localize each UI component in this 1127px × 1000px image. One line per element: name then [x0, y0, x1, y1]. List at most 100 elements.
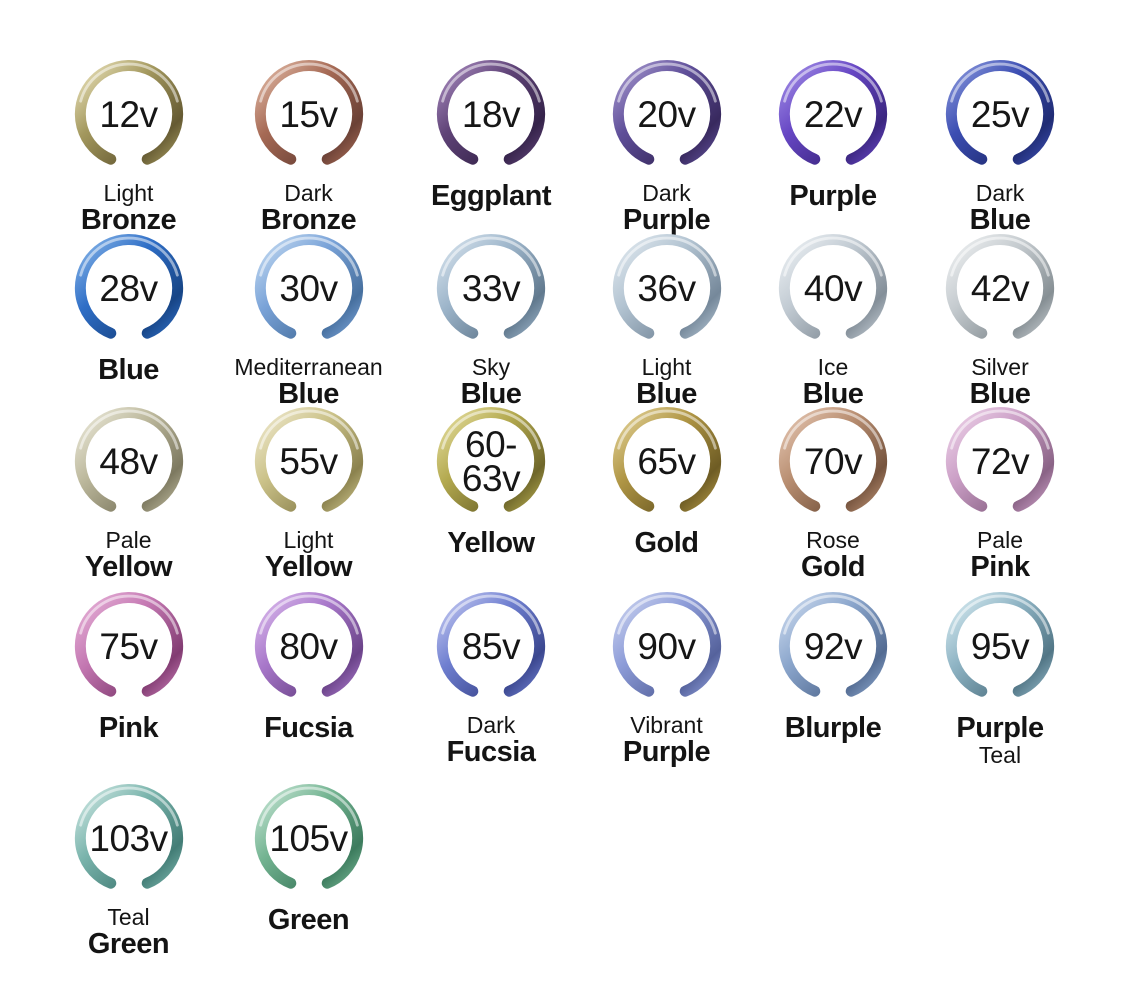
captive-ring-graphic [945, 407, 1055, 512]
voltage-label: 48v [67, 401, 191, 525]
color-name-label: Teal Green [88, 905, 170, 959]
voltage-label-line: 65v [637, 440, 696, 482]
color-name-label: Mediterranean Blue [234, 355, 382, 409]
ring-wrap: 30v [247, 228, 371, 352]
color-name-qualifier: Light [283, 527, 334, 553]
ring-item-25v: 25v Dark Blue [915, 54, 1127, 235]
voltage-label: 70v [771, 401, 895, 525]
ring-item-30v: 30v Mediterranean Blue [217, 228, 400, 409]
color-name-label: Green [268, 905, 350, 935]
voltage-label-line: 40v [803, 267, 863, 309]
ring-wrap: 28v [67, 228, 191, 352]
color-name-qualifier: Light [103, 180, 154, 206]
color-name-label: Pale Yellow [84, 528, 173, 583]
ring-wrap: 72v [938, 401, 1062, 525]
color-name-main: Purple [622, 736, 711, 768]
color-name-main: Purple [956, 712, 1044, 744]
ring-wrap: 65v [605, 401, 729, 525]
captive-ring-graphic [254, 592, 363, 697]
ring-wrap: 60- 63v [429, 401, 553, 525]
color-name-qualifier: Dark [975, 180, 1025, 206]
color-name-qualifier: Pale [976, 527, 1024, 553]
ring-wrap: 20v [605, 54, 729, 178]
captive-ring-graphic [612, 234, 721, 339]
voltage-label-line: 33v [461, 267, 521, 309]
ring-item-95v: 95v Purple Teal [915, 586, 1127, 778]
captive-ring-graphic [436, 407, 546, 512]
color-name-qualifier: Rose [806, 527, 860, 553]
voltage-label: 105v [247, 778, 371, 902]
captive-ring-graphic [74, 784, 183, 889]
voltage-label: 12v [67, 54, 191, 178]
voltage-label: 33v [429, 228, 553, 352]
color-name-main: Blue [636, 378, 697, 410]
color-name-main: Blue [460, 378, 522, 410]
color-name-label: Fucsia [264, 713, 353, 743]
voltage-label: 40v [771, 228, 895, 352]
ring-item-60-63v: 60- 63v Yellow [400, 401, 582, 586]
ring-wrap: 18v [429, 54, 553, 178]
voltage-label: 95v [938, 586, 1062, 710]
voltage-label: 60- 63v [429, 401, 553, 525]
color-name-main: Pink [98, 712, 159, 744]
captive-ring-graphic [74, 234, 183, 339]
voltage-label-line: 28v [99, 267, 158, 309]
ring-grid: 12v Light Bronze 15v Dark Bronze 18v Eggplant 20… [0, 54, 1127, 959]
voltage-label-line: 75v [99, 625, 158, 667]
captive-ring-graphic [778, 592, 888, 697]
ring-item-70v: 70v Rose Gold [751, 401, 915, 586]
color-name-qualifier: Sky [471, 354, 511, 380]
voltage-label-line: 55v [279, 440, 338, 482]
voltage-label: 75v [67, 586, 191, 710]
color-name-main: Purple [789, 180, 877, 212]
ring-wrap: 25v [938, 54, 1062, 178]
ring-wrap: 80v [247, 586, 371, 710]
voltage-label-line: 80v [279, 625, 338, 667]
ring-item-55v: 55v Light Yellow [217, 401, 400, 586]
ring-wrap: 36v [605, 228, 729, 352]
captive-ring-graphic [778, 60, 888, 165]
ring-item-105v: 105v Green [217, 778, 400, 959]
color-name-label: Purple Teal [956, 712, 1044, 767]
voltage-label-line: 48v [99, 440, 158, 482]
ring-item-12v: 12v Light Bronze [0, 54, 217, 235]
captive-ring-graphic [254, 60, 363, 165]
voltage-label-line: 36v [637, 267, 696, 309]
color-name-qualifier: Vibrant [630, 712, 703, 738]
color-name-label: Blue [98, 355, 159, 385]
ring-item-36v: 36v Light Blue [582, 228, 751, 409]
voltage-label: 65v [605, 401, 729, 525]
ring-item-28v: 28v Blue [0, 228, 217, 401]
color-name-main: Purple [622, 204, 711, 236]
voltage-label: 28v [67, 228, 191, 352]
ring-item-40v: 40v Ice Blue [751, 228, 915, 409]
voltage-label-line: 30v [279, 267, 338, 309]
voltage-label-line: 72v [970, 440, 1030, 482]
voltage-label-line: 22v [803, 93, 863, 135]
color-name-main: Bronze [80, 204, 177, 236]
captive-ring-graphic [436, 234, 546, 339]
captive-ring-graphic [254, 407, 363, 512]
voltage-label-line: 18v [461, 93, 521, 135]
voltage-label: 18v [429, 54, 553, 178]
color-name-label: Dark Fucsia [447, 713, 536, 767]
ring-item-65v: 65v Gold [582, 401, 751, 586]
color-name-label: Sky Blue [461, 355, 522, 409]
voltage-label: 25v [938, 54, 1062, 178]
ring-item-18v: 18v Eggplant [400, 54, 582, 228]
ring-item-90v: 90v Vibrant Purple [582, 586, 751, 778]
color-name-main: Pink [970, 551, 1030, 583]
ring-wrap: 15v [247, 54, 371, 178]
color-name-main: Yellow [84, 551, 173, 583]
ring-item-33v: 33v Sky Blue [400, 228, 582, 409]
voltage-label-line: 103v [89, 817, 168, 859]
voltage-label: 22v [771, 54, 895, 178]
ring-wrap: 90v [605, 586, 729, 710]
color-name-label: Rose Gold [801, 527, 866, 582]
color-name-label: Light Bronze [80, 180, 177, 236]
color-name-label: Eggplant [431, 181, 552, 211]
color-name-label: Dark Blue [970, 181, 1031, 235]
voltage-label-line: 25v [970, 93, 1030, 135]
voltage-label-line: 90v [637, 625, 696, 667]
ring-wrap: 40v [771, 228, 895, 352]
